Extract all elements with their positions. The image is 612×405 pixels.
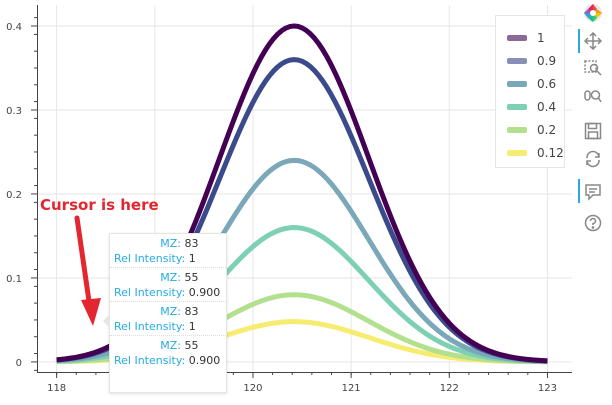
legend-label: 1 <box>537 30 545 45</box>
wheel-zoom-icon[interactable] <box>582 86 604 108</box>
y-tick-label: 0.2 <box>6 190 22 201</box>
arrow-head <box>81 298 101 326</box>
hover-active-indicator <box>578 179 580 203</box>
hover-icon[interactable] <box>582 181 604 203</box>
legend-item[interactable]: 0.12 <box>496 141 564 164</box>
legend-swatch <box>507 126 527 133</box>
tooltip-pointer <box>103 314 110 328</box>
legend: 1 0.9 0.6 0.4 0.2 0.12 <box>495 15 565 168</box>
x-tick-label: 118 <box>47 383 66 394</box>
legend-label: 0.9 <box>537 53 557 68</box>
tooltip-key-mz: MZ: <box>160 339 181 352</box>
tooltip-key-intensity: Rel Intensity: <box>114 286 186 299</box>
pan-icon[interactable] <box>582 30 604 52</box>
legend-label: 0.4 <box>537 99 557 114</box>
legend-item[interactable]: 0.4 <box>496 95 564 118</box>
y-tick-label: 0.1 <box>6 274 22 285</box>
tooltip-value-mz: 83 <box>184 237 199 250</box>
tooltip-value-intensity: 0.900 <box>188 354 221 367</box>
reset-icon[interactable] <box>582 148 604 170</box>
y-tick-label: 0.3 <box>6 106 22 117</box>
y-tick-label: 0 <box>16 358 22 369</box>
legend-swatch <box>507 103 527 110</box>
legend-label: 0.12 <box>537 145 564 160</box>
tooltip-value-mz: 55 <box>184 339 199 352</box>
tooltip-entry: MZ: 55 Rel Intensity: 0.900 <box>110 268 226 302</box>
legend-swatch <box>507 34 527 41</box>
tooltip-key-intensity: Rel Intensity: <box>114 320 186 333</box>
x-tick-label: 123 <box>538 383 557 394</box>
tooltip-key-mz: MZ: <box>160 271 181 284</box>
tooltip-value-intensity: 1 <box>188 320 196 333</box>
tooltip-value-mz: 55 <box>184 271 199 284</box>
legend-item[interactable]: 0.6 <box>496 72 564 95</box>
tooltip-key-mz: MZ: <box>160 305 181 318</box>
help-icon[interactable] <box>582 212 604 234</box>
tooltip-entry: MZ: 55 Rel Intensity: 0.900 <box>110 336 226 370</box>
pan-active-indicator <box>578 29 580 53</box>
tooltip-key-mz: MZ: <box>160 237 181 250</box>
legend-item[interactable]: 0.9 <box>496 49 564 72</box>
legend-label: 0.6 <box>537 76 557 91</box>
tooltip-value-intensity: 0.900 <box>188 286 221 299</box>
bokeh-logo-icon[interactable] <box>582 2 604 24</box>
legend-item[interactable]: 0.2 <box>496 118 564 141</box>
tooltip-value-intensity: 1 <box>188 252 196 265</box>
tooltip-key-intensity: Rel Intensity: <box>114 354 186 367</box>
toolbar <box>578 0 612 405</box>
legend-swatch <box>507 57 527 64</box>
legend-swatch <box>507 80 527 87</box>
y-tick-label: 0.4 <box>6 22 22 33</box>
tooltip-value-mz: 83 <box>184 305 199 318</box>
hover-tooltip: MZ: 83 Rel Intensity: 1 MZ: 55 Rel Inten… <box>103 233 227 393</box>
save-icon[interactable] <box>582 120 604 142</box>
legend-label: 0.2 <box>537 122 557 137</box>
tooltip-entry: MZ: 83 Rel Intensity: 1 <box>110 302 226 336</box>
x-tick-label: 122 <box>440 383 459 394</box>
tooltip-key-intensity: Rel Intensity: <box>114 252 186 265</box>
legend-item[interactable]: 1 <box>496 26 564 49</box>
x-tick-label: 121 <box>342 383 361 394</box>
cursor-annotation: Cursor is here <box>40 196 159 214</box>
tooltip-entry: MZ: 83 Rel Intensity: 1 <box>110 234 226 268</box>
arrow-shaft <box>74 215 93 311</box>
box-zoom-icon[interactable] <box>582 58 604 80</box>
legend-swatch <box>507 149 527 156</box>
x-tick-label: 120 <box>243 383 262 394</box>
